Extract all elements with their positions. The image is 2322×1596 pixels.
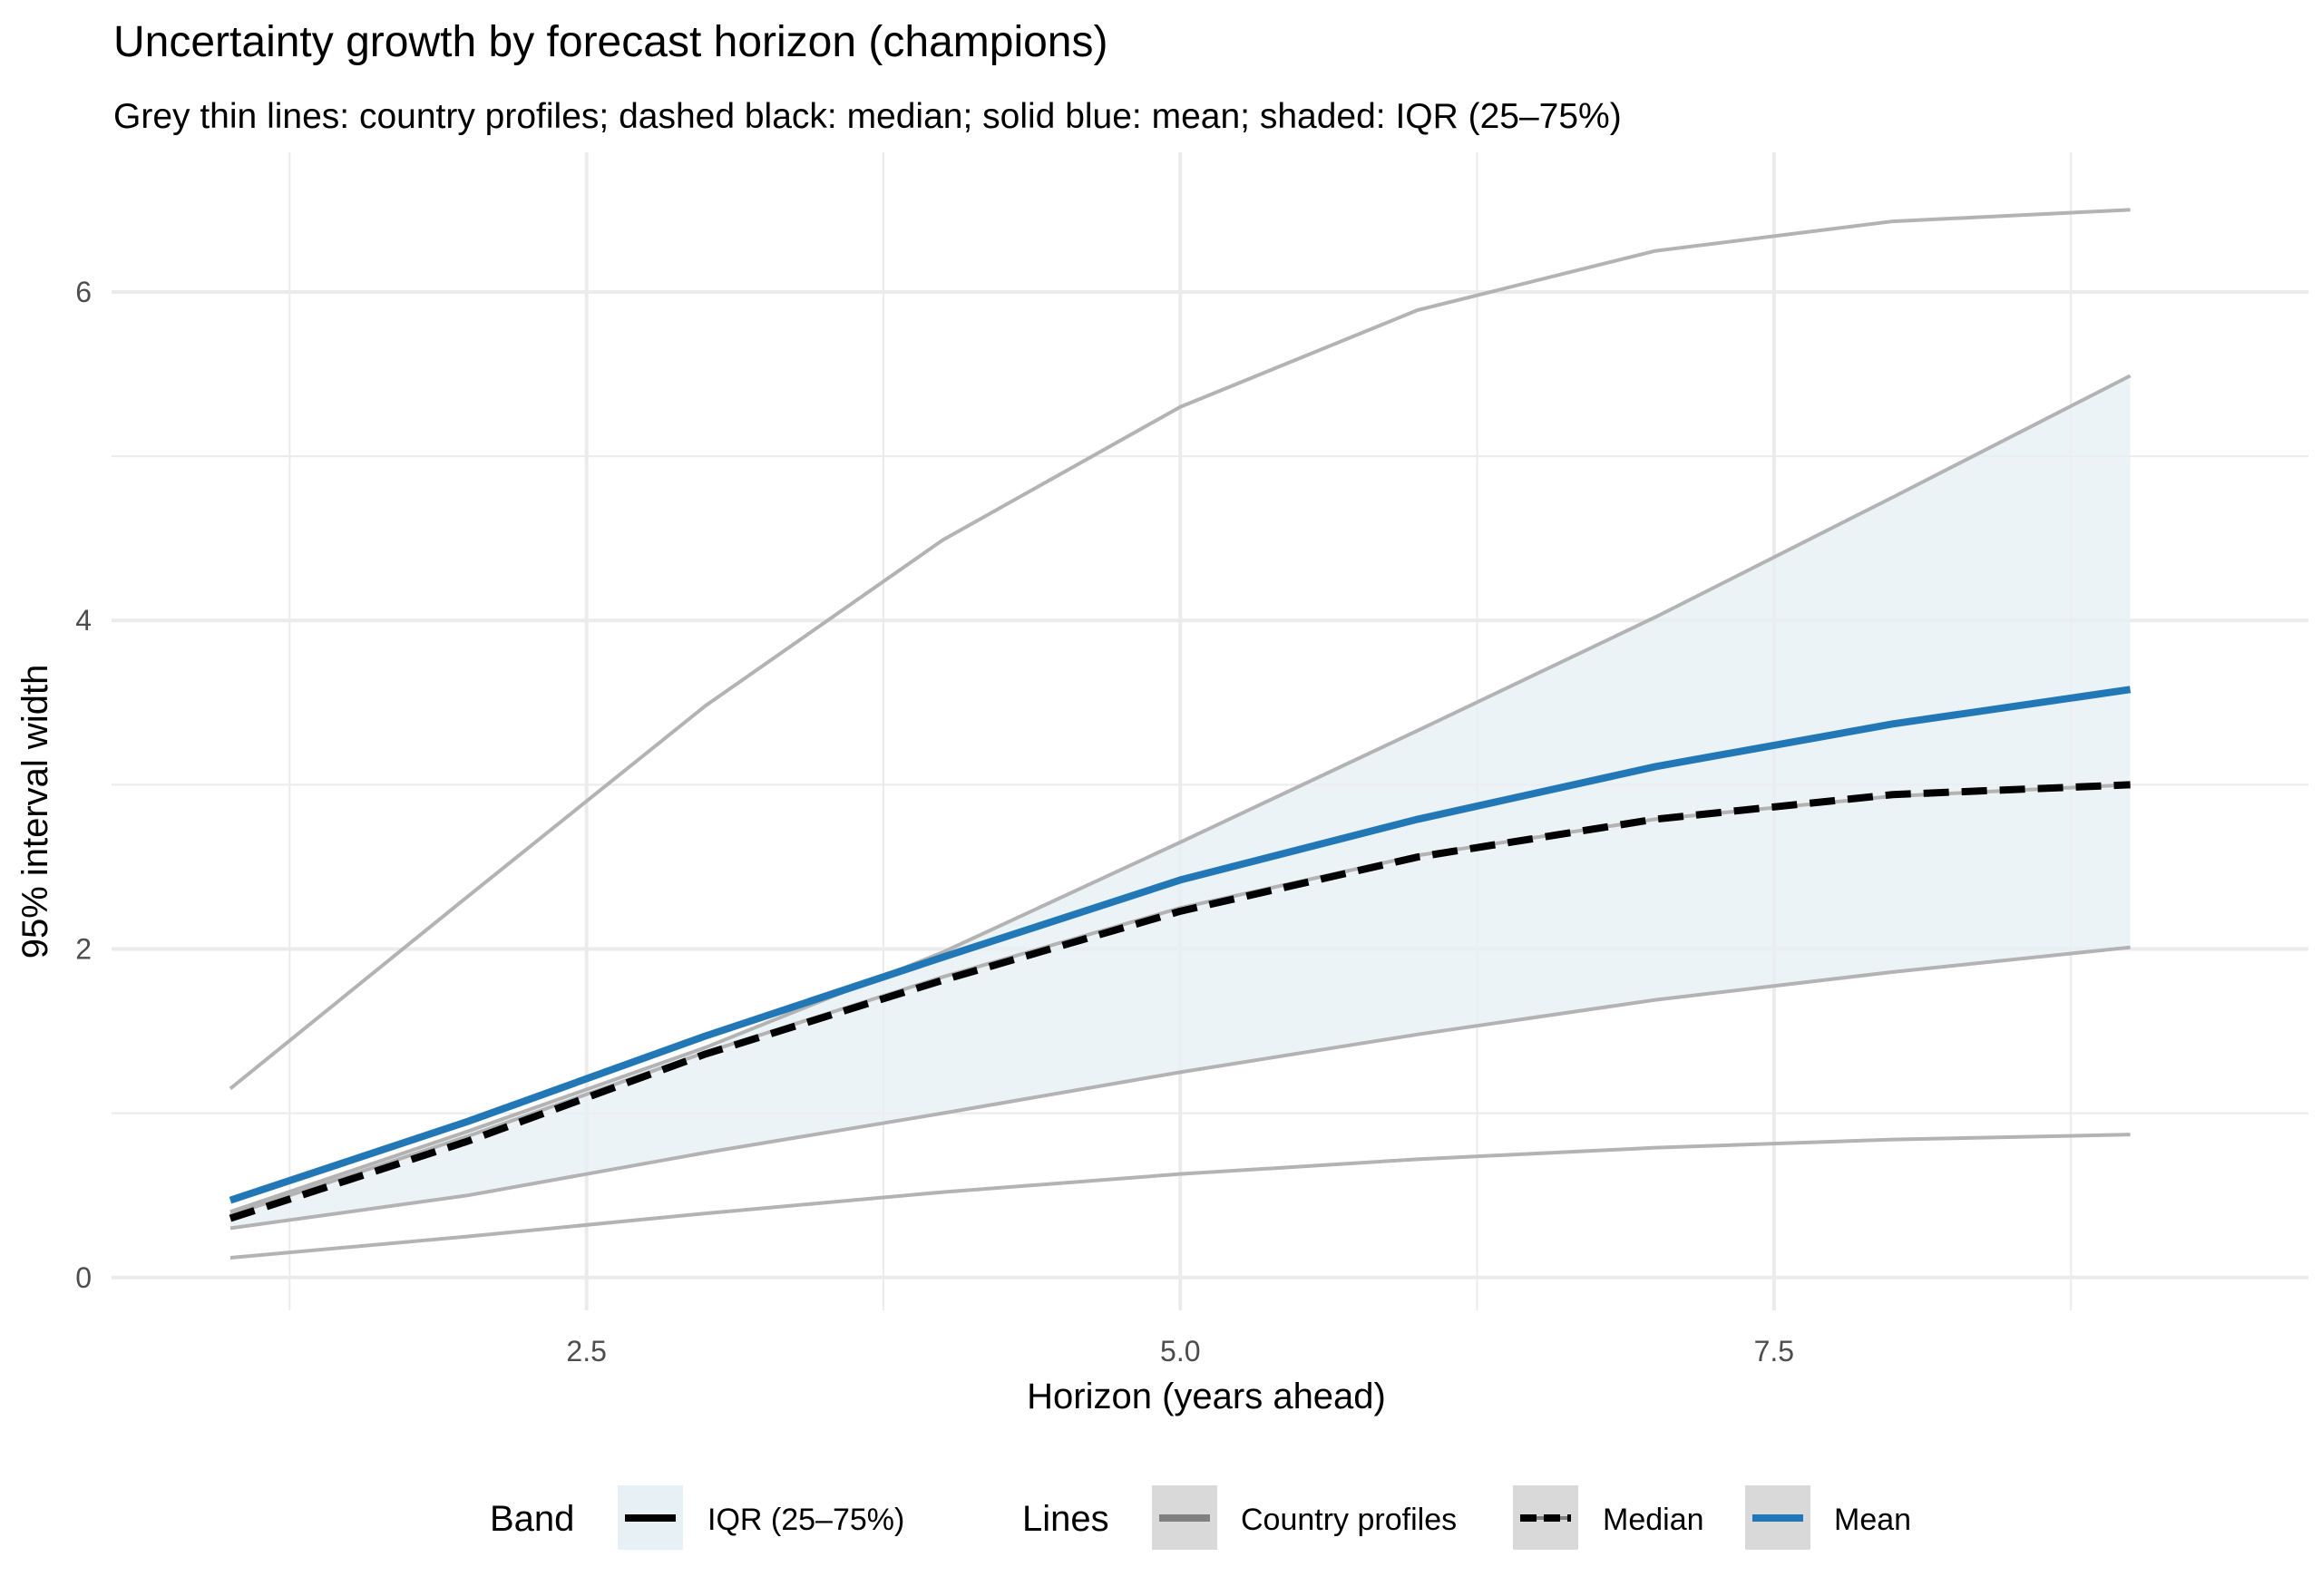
- y-tick-label: 6: [75, 276, 92, 308]
- country-profile-line: [229, 1133, 2131, 1260]
- iqr-band: [229, 375, 2131, 1229]
- legend: Band IQR (25–75%) Lines Country profiles…: [490, 1485, 1911, 1550]
- mean-line-layer: [229, 686, 2132, 1204]
- axis-ticks: 2.5 5.0 7.5 0 2 4 6: [75, 276, 1794, 1367]
- chart-subtitle: Grey thin lines: country profiles; dashe…: [113, 97, 1622, 136]
- chart-title: Uncertainty growth by forecast horizon (…: [113, 18, 1107, 66]
- x-tick-label: 7.5: [1754, 1335, 1794, 1367]
- x-tick-label: 5.0: [1160, 1335, 1200, 1367]
- y-axis-label: 95% interval width: [15, 665, 55, 959]
- country-profile-line: [229, 208, 2131, 1091]
- y-tick-label: 4: [75, 604, 92, 637]
- iqr-band-layer: [229, 375, 2131, 1229]
- legend-median-label: Median: [1603, 1503, 1704, 1537]
- y-tick-label: 0: [75, 1261, 92, 1294]
- country-profile-line: [229, 374, 2132, 1214]
- mean-line: [229, 686, 2132, 1204]
- x-tick-label: 2.5: [566, 1335, 606, 1367]
- y-tick-label: 2: [75, 933, 92, 966]
- country-profile-line: [229, 945, 2131, 1231]
- legend-band-label: IQR (25–75%): [707, 1503, 904, 1537]
- legend-band-title: Band: [490, 1499, 574, 1539]
- legend-profiles-label: Country profiles: [1241, 1503, 1457, 1537]
- x-axis-label: Horizon (years ahead): [1027, 1377, 1386, 1416]
- median-line: [229, 781, 2131, 1222]
- legend-lines-title: Lines: [1022, 1499, 1109, 1539]
- legend-mean-label: Mean: [1834, 1503, 1911, 1537]
- median-line-layer: [229, 781, 2131, 1222]
